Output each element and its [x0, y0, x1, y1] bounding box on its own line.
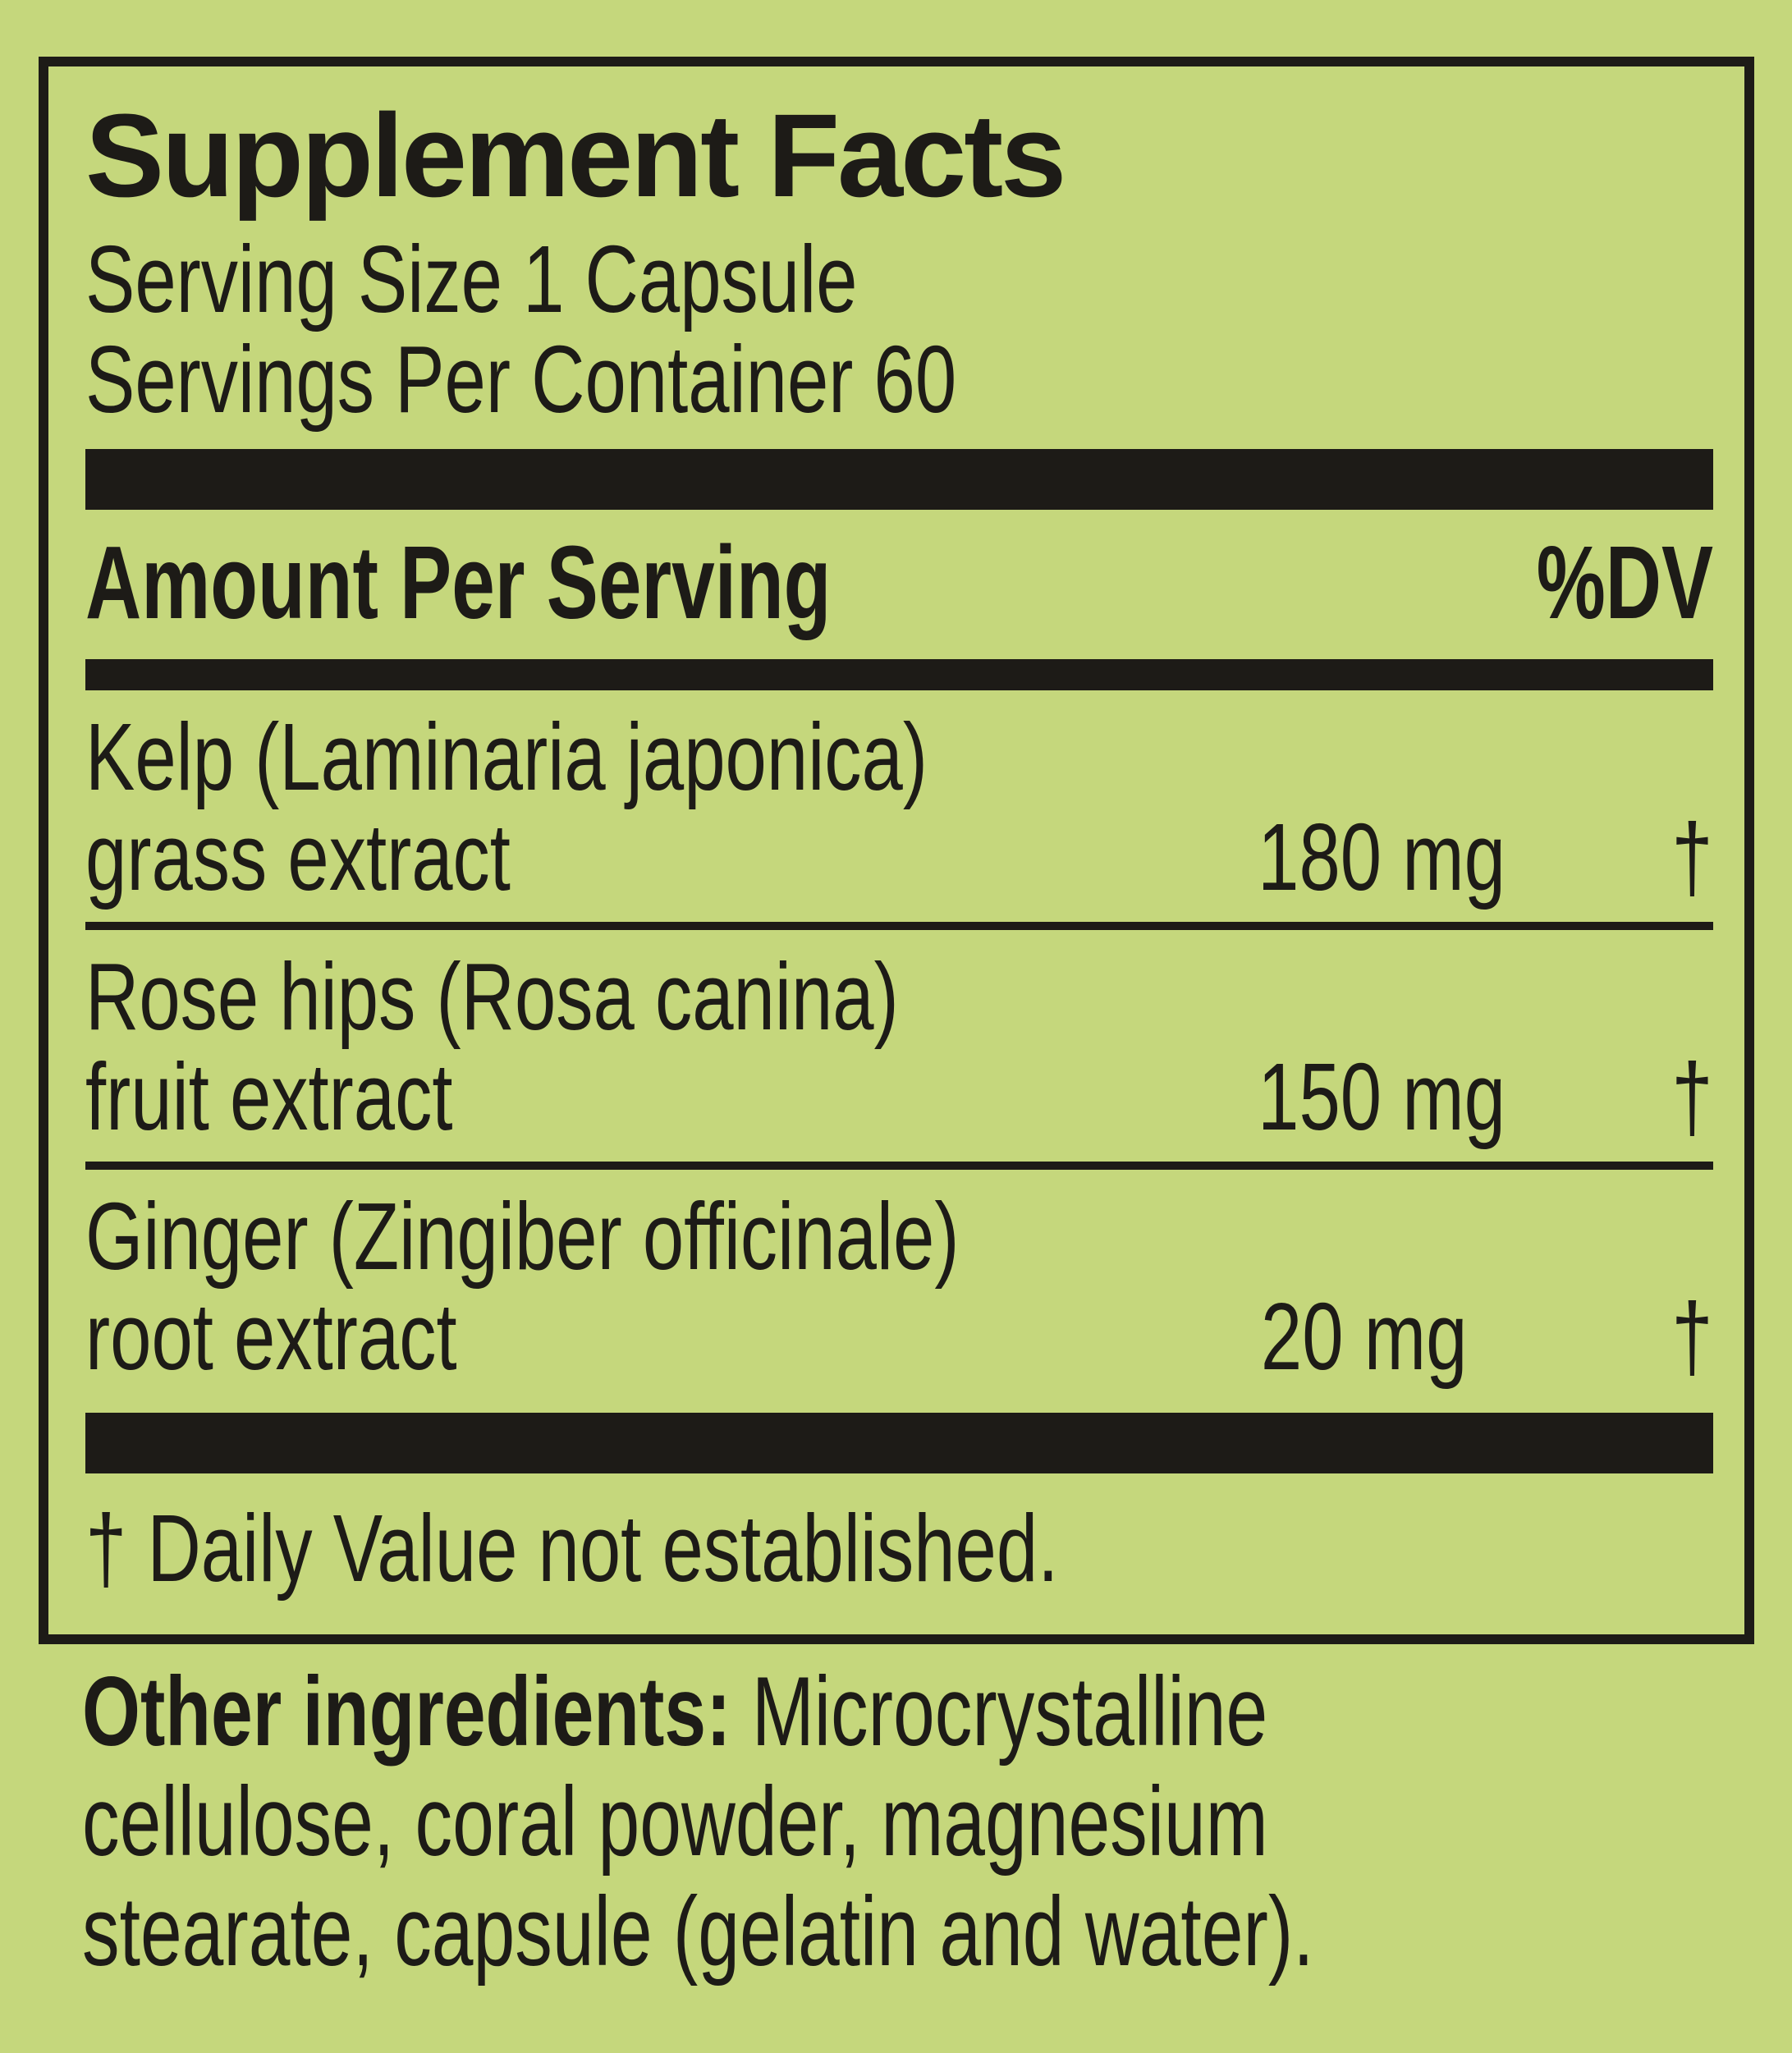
serving-info: Serving Size 1 Capsule Servings Per Cont… — [85, 229, 1713, 429]
supplement-facts-panel: Supplement Facts Serving Size 1 Capsule … — [39, 57, 1754, 1644]
ingredient-part: grass extract — [85, 804, 511, 910]
ingredient-amount: 150 mg — [1258, 1043, 1506, 1150]
other-ingredients: Other ingredients: Microcrystalline cell… — [82, 1657, 1703, 1987]
other-ingredients-line-1-rest: Microcrystalline — [731, 1657, 1268, 1767]
ingredient-part: fruit extract — [85, 1043, 453, 1150]
column-header-row: Amount Per Serving %DV — [85, 510, 1713, 659]
daily-value-footnote: † Daily Value not established. — [85, 1498, 1713, 1598]
ingredient-name-line: Ginger (Zingiber officinale) — [85, 1186, 1713, 1286]
other-ingredients-label: Other ingredients: — [82, 1657, 731, 1767]
ingredient-name: Ginger (Zingiber officinale) — [85, 1183, 960, 1290]
percent-dv-header: %DV — [1536, 525, 1713, 640]
thick-rule-top — [85, 449, 1713, 510]
ingredient-qty-line: fruit extract 150 mg † — [85, 1047, 1713, 1147]
servings-per-container-line: Servings Per Container 60 — [85, 329, 1713, 429]
other-ingredients-line-1: Other ingredients: Microcrystalline — [82, 1657, 1314, 1767]
ingredient-name-line: Kelp (Laminaria japonica) — [85, 707, 1713, 807]
serving-size-line: Serving Size 1 Capsule — [85, 229, 1713, 329]
ingredient-row-ginger: Ginger (Zingiber officinale) root extrac… — [85, 1170, 1713, 1400]
ingredient-row-rose-hips: Rose hips (Rosa canina) fruit extract 15… — [85, 930, 1713, 1170]
ingredient-name: Rose hips (Rosa canina) — [85, 943, 899, 1050]
other-ingredients-line-3: stearate, capsule (gelatin and water). — [82, 1877, 1314, 1987]
ingredient-name-line: Rose hips (Rosa canina) — [85, 946, 1713, 1047]
ingredient-dv-dagger: † — [1671, 804, 1713, 910]
thin-rule-under-header — [85, 659, 1713, 690]
panel-title: Supplement Facts — [85, 89, 1066, 222]
ingredient-dv-dagger: † — [1671, 1043, 1713, 1150]
daily-value-footnote-text: † Daily Value not established. — [85, 1495, 1059, 1602]
ingredient-dv-dagger: † — [1671, 1283, 1713, 1390]
ingredient-name: Kelp (Laminaria japonica) — [85, 703, 928, 810]
servings-per-container-text: Servings Per Container 60 — [85, 326, 957, 433]
ingredient-part: root extract — [85, 1283, 457, 1390]
ingredient-amount: 180 mg — [1258, 804, 1506, 910]
other-ingredients-line-2: cellulose, coral powder, magnesium — [82, 1767, 1268, 1877]
ingredient-amount: 20 mg — [1260, 1283, 1467, 1390]
serving-size-text: Serving Size 1 Capsule — [85, 226, 858, 332]
ingredient-row-kelp: Kelp (Laminaria japonica) grass extract … — [85, 690, 1713, 930]
ingredient-qty-line: root extract 20 mg † — [85, 1286, 1713, 1386]
thick-rule-bottom — [85, 1413, 1713, 1473]
ingredient-qty-line: grass extract 180 mg † — [85, 807, 1713, 907]
amount-per-serving-header: Amount Per Serving — [85, 525, 832, 640]
